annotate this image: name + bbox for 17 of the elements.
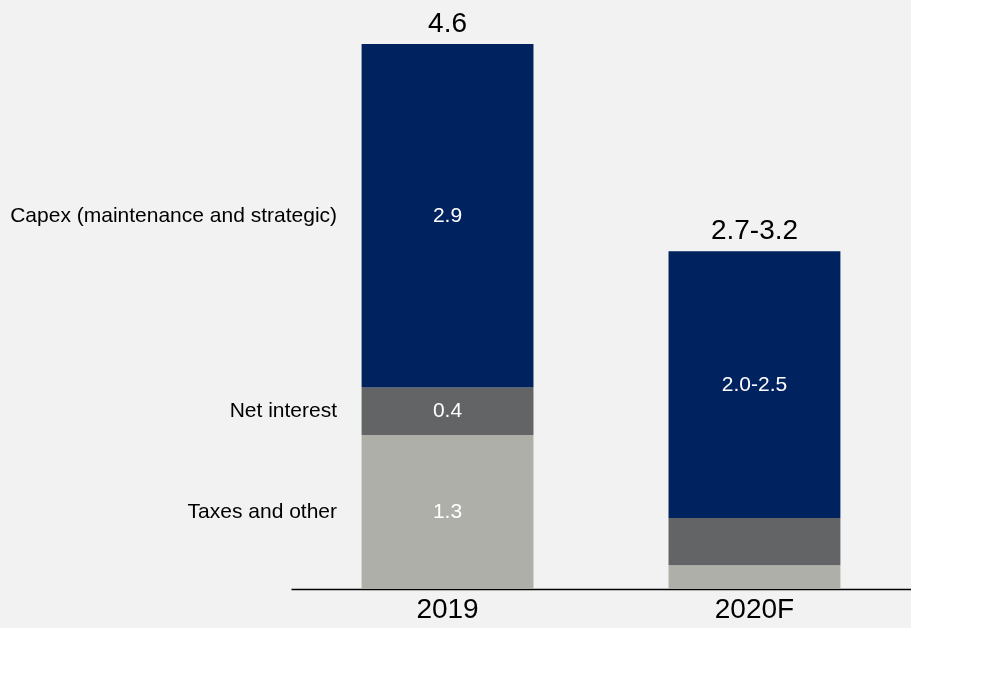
- bar: [361, 387, 534, 435]
- total-label: 4.6: [428, 7, 467, 38]
- bar: [668, 565, 841, 589]
- total-label: 2.7-3.2: [710, 214, 799, 246]
- data-label: 0.4: [432, 398, 463, 422]
- data-label: 2.9: [432, 202, 463, 226]
- series-label: Taxes and other: [187, 498, 338, 522]
- data-label: 2.0-2.5: [721, 371, 788, 395]
- bar: [361, 434, 534, 589]
- bar: [361, 44, 534, 388]
- x-tick-label: 2020F: [714, 592, 795, 624]
- bar: [668, 251, 841, 518]
- data-label: 1.3: [432, 498, 463, 522]
- series-label: Capex (maintenance and strategic): [10, 202, 338, 226]
- bar: [668, 517, 841, 566]
- series-label: Net interest: [229, 398, 338, 422]
- x-tick-label: 2019: [416, 592, 479, 624]
